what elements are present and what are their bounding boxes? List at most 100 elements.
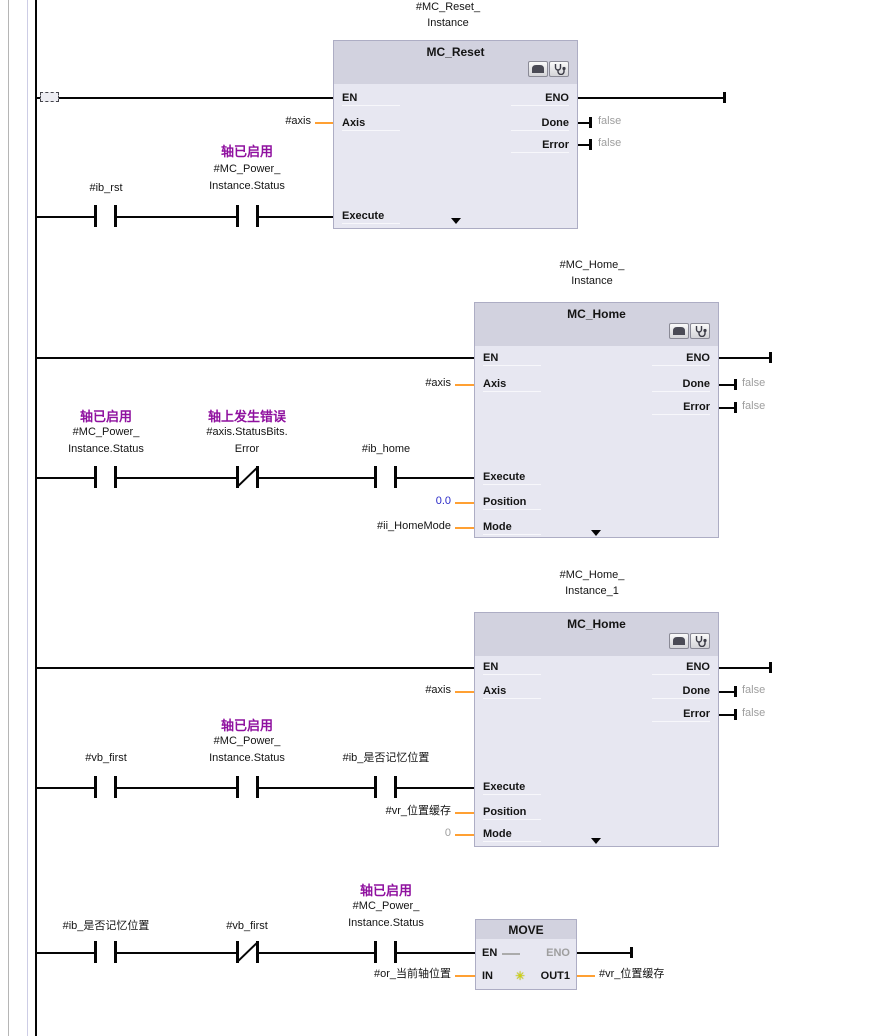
contact-operand[interactable]: Instance.Status (209, 180, 285, 192)
instance-label[interactable]: Instance (571, 275, 613, 287)
instance-label[interactable]: #MC_Home_ (559, 569, 625, 581)
done-stub-wire (717, 691, 734, 693)
diagnostics-icon[interactable] (690, 633, 710, 649)
operand-value[interactable]: 0.0 (435, 495, 451, 507)
operand-label[interactable]: #axis (425, 684, 451, 696)
contact-operand[interactable]: Instance.Status (348, 917, 424, 929)
contact-no[interactable] (94, 466, 117, 488)
out-wire (575, 975, 595, 977)
contact-bar (256, 466, 259, 488)
wire-end-tick (589, 117, 592, 128)
pin-done: Done (652, 685, 710, 699)
pin-mode: Mode (483, 521, 541, 535)
contact-nc[interactable] (236, 466, 259, 488)
contact-no[interactable] (94, 205, 117, 227)
eno-wire (575, 952, 633, 954)
contact-operand[interactable]: #ib_是否记忆位置 (62, 920, 150, 932)
pin-eno: ENO (546, 947, 570, 959)
axis-wire (455, 691, 474, 693)
wire-end-tick (769, 352, 772, 363)
contact-no[interactable] (94, 776, 117, 798)
pin-in: IN (482, 970, 493, 982)
position-wire (455, 502, 474, 504)
contact-operand[interactable]: #vb_first (226, 920, 268, 932)
operand-label[interactable]: #axis (285, 115, 311, 127)
operand-label[interactable]: #vr_位置缓存 (385, 805, 451, 817)
contact-no[interactable] (236, 776, 259, 798)
expand-block-triangle[interactable] (451, 218, 461, 224)
pin-done: Done (652, 378, 710, 392)
contact-no[interactable] (374, 941, 397, 963)
contact-operand[interactable]: #vb_first (85, 752, 127, 764)
operand-value[interactable]: 0 (444, 827, 451, 839)
contact-no[interactable] (94, 941, 117, 963)
mc-home-block-1[interactable]: MC_Home EN ENO Axis Done Error Execute P… (474, 612, 719, 847)
pin-en: EN (483, 352, 541, 366)
contact-operand[interactable]: Instance.Status (209, 752, 285, 764)
block-header: MC_Reset (334, 41, 577, 84)
block-title: MOVE (508, 923, 544, 937)
error-stub-wire (717, 714, 734, 716)
contact-operand[interactable]: #MC_Power_ (213, 163, 281, 175)
instance-label[interactable]: #MC_Reset_ (415, 1, 481, 13)
contact-bar (236, 205, 239, 227)
wire-end-tick (734, 709, 737, 720)
contact-bar (94, 776, 97, 798)
contact-operand[interactable]: #ib_home (361, 443, 411, 455)
operand-label[interactable]: #vr_位置缓存 (599, 968, 665, 980)
mode-wire (455, 834, 474, 836)
contact-operand[interactable]: #MC_Power_ (213, 735, 281, 747)
expand-block-triangle[interactable] (591, 838, 601, 844)
instance-label[interactable]: Instance (427, 17, 469, 29)
wire-end-tick (734, 379, 737, 390)
operand-label[interactable]: #ii_HomeMode (377, 520, 451, 532)
instance-label[interactable]: Instance_1 (565, 585, 619, 597)
insert-placeholder-box[interactable] (40, 92, 59, 102)
contact-no[interactable] (236, 205, 259, 227)
pin-error: Error (652, 401, 710, 415)
contact-no[interactable] (374, 466, 397, 488)
expand-block-triangle[interactable] (591, 530, 601, 536)
monitor-value: false (598, 115, 622, 127)
contact-operand[interactable]: #ib_是否记忆位置 (342, 752, 430, 764)
contact-nc[interactable] (236, 941, 259, 963)
pin-eno: ENO (652, 352, 710, 366)
mc-home-block[interactable]: MC_Home EN ENO Axis Done Error Execute P… (474, 302, 719, 538)
contact-operand[interactable]: #MC_Power_ (72, 426, 140, 438)
contact-bar (114, 941, 117, 963)
contact-bar (114, 466, 117, 488)
contact-bar (374, 466, 377, 488)
contact-bar (394, 941, 397, 963)
pin-position: Position (483, 806, 541, 820)
monitor-value: false (742, 684, 766, 696)
error-stub-wire (717, 407, 734, 409)
snapshot-icon[interactable] (669, 323, 689, 339)
contact-operand[interactable]: #ib_rst (89, 182, 123, 194)
en-wire (37, 97, 333, 99)
operand-label[interactable]: #or_当前轴位置 (373, 968, 451, 980)
operand-label[interactable]: #axis (425, 377, 451, 389)
contact-bar (256, 941, 259, 963)
diagnostics-icon[interactable] (690, 323, 710, 339)
mc-reset-block[interactable]: MC_Reset EN ENO Axis Done Error Execute (333, 40, 578, 229)
instance-label[interactable]: #MC_Home_ (559, 259, 625, 271)
contact-bar (94, 941, 97, 963)
contact-operand[interactable]: Error (234, 443, 260, 455)
add-output-star-icon[interactable]: ✳ (515, 969, 526, 983)
contact-bar (94, 466, 97, 488)
monitor-value: false (742, 377, 766, 389)
page-margin-line (8, 0, 9, 1036)
contact-operand[interactable]: #MC_Power_ (352, 900, 420, 912)
wire-end-tick (589, 139, 592, 150)
contact-operand[interactable]: Instance.Status (68, 443, 144, 455)
snapshot-icon[interactable] (669, 633, 689, 649)
diagnostics-icon[interactable] (549, 61, 569, 77)
block-header: MOVE (476, 920, 576, 939)
block-title: MC_Home (567, 307, 626, 321)
snapshot-icon[interactable] (528, 61, 548, 77)
monitor-value: false (598, 137, 622, 149)
move-block[interactable]: MOVE EN ENO IN ✳ OUT1 (475, 919, 577, 990)
contact-no[interactable] (374, 776, 397, 798)
contact-operand[interactable]: #axis.StatusBits. (206, 426, 288, 438)
done-stub-wire (576, 122, 589, 124)
